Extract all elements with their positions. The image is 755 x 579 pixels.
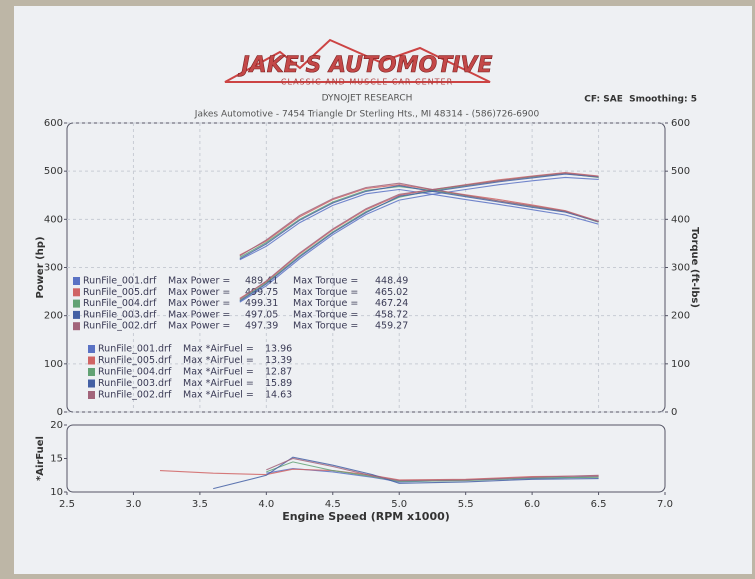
torque-line [239,182,599,257]
x-tick-label: 4.5 [325,499,341,510]
torque-line [239,185,599,260]
legend-name: RunFile_005.drf [83,287,157,298]
legend-max-airfuel: 13.96 [265,344,292,355]
logo-mountains [224,38,491,83]
legend-swatch [73,310,80,319]
y-tick-label: 200 [44,311,63,322]
legend-stat-label: Max Power = [168,287,230,298]
legend-name: RunFile_001.drf [83,276,157,287]
legend-max-torque: 465.02 [375,287,408,298]
legend-stat-label: Max Power = [168,276,230,287]
legend-name: RunFile_003.drf [83,309,157,320]
y-tick-label: 600 [44,118,63,129]
y-axis-label: *AirFuel [35,436,46,481]
legend-max-power: 497.39 [245,321,278,332]
legend-stat-label: Max Torque = [293,287,358,298]
legend-name: RunFile_005.drf [98,355,172,366]
subtitle: Jakes Automotive - 7454 Triangle Dr Ster… [194,110,540,120]
title: DYNOJET RESEARCH [322,94,413,104]
y-axis-label: Power (hp) [35,236,46,298]
logo: JAKE'S AUTOMOTIVE [238,53,493,78]
x-tick-label: 7.0 [657,499,673,510]
legend-swatch [88,356,95,365]
legend-stat-label: Max *AirFuel = [183,390,254,401]
y-tick-label: 10 [50,487,63,498]
legend-swatch [73,277,80,285]
series-line [213,456,599,490]
x-tick-label: 6.5 [591,499,607,510]
legend-name: RunFile_003.drf [98,378,172,389]
legend-stat-label: Max Power = [168,321,230,332]
y2-tick-label: 200 [671,311,690,322]
legend-max-airfuel: 15.89 [265,378,292,389]
legend-max-airfuel: 14.63 [265,390,292,401]
legend-stat-label: Max *AirFuel = [183,355,254,366]
x-tick-label: 3.0 [125,499,141,510]
legend-swatch [73,322,80,331]
x-tick-label: 6.0 [524,499,540,510]
legend-swatch [73,288,80,297]
x-tick-label: 3.5 [192,499,208,510]
legend-max-power: 497.05 [245,309,278,320]
y2-tick-label: 0 [671,407,677,418]
legend-stat-label: Max Power = [168,309,230,320]
series-line [239,172,599,300]
legend-stat-label: Max Power = [168,298,230,309]
y-tick-label: 100 [44,359,63,370]
series-line [239,176,599,303]
y2-tick-label: 600 [671,118,690,129]
y-tick-label: 400 [44,214,63,225]
x-axis-label: Engine Speed (RPM x1000) [282,510,450,523]
legend-swatch [88,379,95,388]
legend-max-power: 499.31 [245,298,278,309]
legend-name: RunFile_002.drf [98,390,172,401]
y2-tick-label: 300 [671,263,690,274]
legend-name: RunFile_004.drf [98,367,172,378]
legend-max-power: 489.41 [245,276,278,287]
legend-stat-label: Max Torque = [293,321,358,332]
legend-swatch [88,391,95,399]
y2-tick-label: 500 [671,166,690,177]
y2-tick-label: 400 [671,214,690,225]
x-tick-label: 4.0 [258,499,274,510]
x-tick-label: 2.5 [59,499,75,510]
legend-stat-label: Max *AirFuel = [183,344,254,355]
legend-name: RunFile_002.drf [83,321,157,332]
series-line [239,173,599,302]
legend-max-airfuel: 13.39 [265,355,292,366]
settings: CF: SAE Smoothing: 5 [584,95,697,105]
legend-swatch [73,299,80,308]
y-tick-label: 300 [44,263,63,274]
legend-stat-label: Max Torque = [293,276,358,287]
y-tick-label: 20 [50,420,63,431]
y-tick-label: 0 [57,407,63,418]
legend-max-torque: 467.24 [375,298,408,309]
y-tick-label: 15 [50,454,63,465]
y2-tick-label: 100 [671,359,690,370]
y-tick-label: 500 [44,166,63,177]
legend-stat-label: Max *AirFuel = [183,378,254,389]
legend-stat-label: Max *AirFuel = [183,367,254,378]
x-tick-label: 5.5 [458,499,474,510]
legend-stat-label: Max Torque = [293,309,358,320]
legend-swatch [88,345,95,353]
series-line [266,457,599,482]
legend-max-torque: 459.27 [375,321,408,332]
x-tick-label: 5.0 [391,499,407,510]
torque-line [239,184,599,256]
y2-axis-label: Torque (ft-lbs) [689,227,700,308]
legend-max-airfuel: 12.87 [265,367,292,378]
legend-stat-label: Max Torque = [293,298,358,309]
legend-max-torque: 458.72 [375,309,408,320]
series-line [159,468,599,481]
legend-max-power: 499.75 [245,287,278,298]
legend-max-torque: 448.49 [375,276,408,287]
legend-name: RunFile_001.drf [98,344,172,355]
logo-subtitle: CLASSIC AND MUSCLE CAR CENTER [281,78,453,87]
legend-swatch [88,368,95,376]
legend-name: RunFile_004.drf [83,298,157,309]
